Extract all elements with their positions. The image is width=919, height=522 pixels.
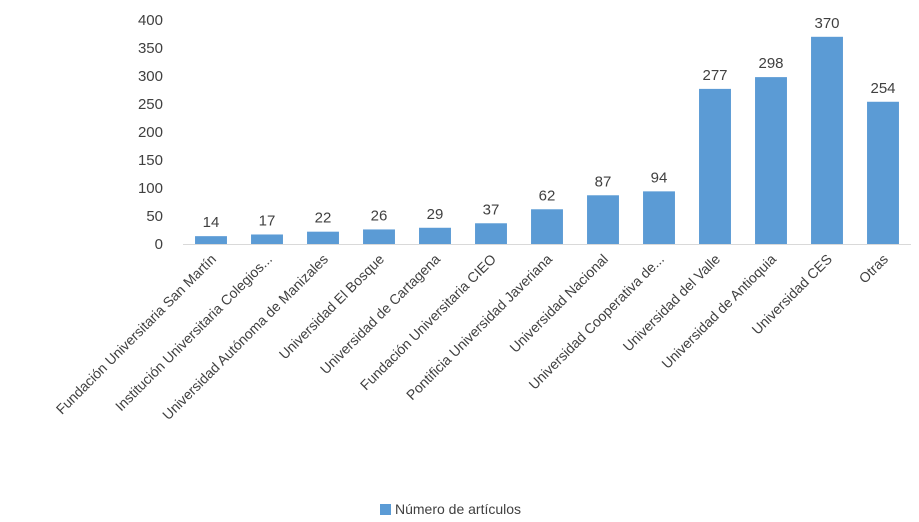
bar (195, 236, 227, 244)
y-tick-label: 200 (138, 124, 163, 141)
data-label: 298 (758, 55, 783, 72)
data-label: 62 (539, 187, 556, 204)
data-labels: 14 17 22 26 29 37 62 87 94 277 298 370 254 (203, 15, 896, 231)
bar (811, 36, 843, 244)
x-tick-label: Universidad de Antioquia (658, 251, 779, 372)
y-tick-label: 250 (138, 96, 163, 113)
data-label: 370 (814, 15, 839, 32)
data-label: 29 (427, 206, 444, 223)
y-tick-label: 0 (155, 236, 163, 253)
bar (587, 195, 619, 244)
data-label: 37 (483, 201, 500, 218)
legend-label: Número de artículos (395, 501, 521, 517)
data-label: 26 (371, 207, 388, 224)
y-tick-label: 150 (138, 152, 163, 169)
bar (643, 191, 675, 244)
data-label: 22 (315, 210, 332, 227)
bar (531, 209, 563, 244)
x-tick-label: Universidad Nacional (506, 251, 611, 356)
bar (307, 231, 339, 244)
data-label: 254 (870, 80, 895, 97)
x-tick-label: Otras (856, 251, 892, 287)
bar (363, 229, 395, 244)
legend-swatch (380, 504, 391, 515)
y-tick-label: 350 (138, 40, 163, 57)
bars (195, 36, 899, 245)
legend: Número de artículos (380, 501, 521, 517)
x-tick-label: Universidad del Valle (620, 251, 724, 355)
data-label: 14 (203, 214, 220, 231)
y-axis: 0 50 100 150 200 250 300 350 400 (138, 12, 163, 253)
bar (475, 223, 507, 244)
bar (867, 101, 899, 244)
data-label: 17 (259, 212, 276, 229)
y-tick-label: 50 (146, 208, 163, 225)
bar (251, 234, 283, 244)
data-label: 87 (595, 173, 612, 190)
data-label: 277 (702, 67, 727, 84)
y-tick-label: 400 (138, 12, 163, 29)
x-axis: Fundación Universitaria San MartínInstit… (53, 244, 911, 423)
bar (699, 88, 731, 244)
bar (419, 227, 451, 244)
y-tick-label: 300 (138, 68, 163, 85)
bar (755, 77, 787, 245)
y-tick-label: 100 (138, 180, 163, 197)
data-label: 94 (651, 169, 668, 186)
x-tick-label: Universidad El Bosque (276, 251, 388, 363)
